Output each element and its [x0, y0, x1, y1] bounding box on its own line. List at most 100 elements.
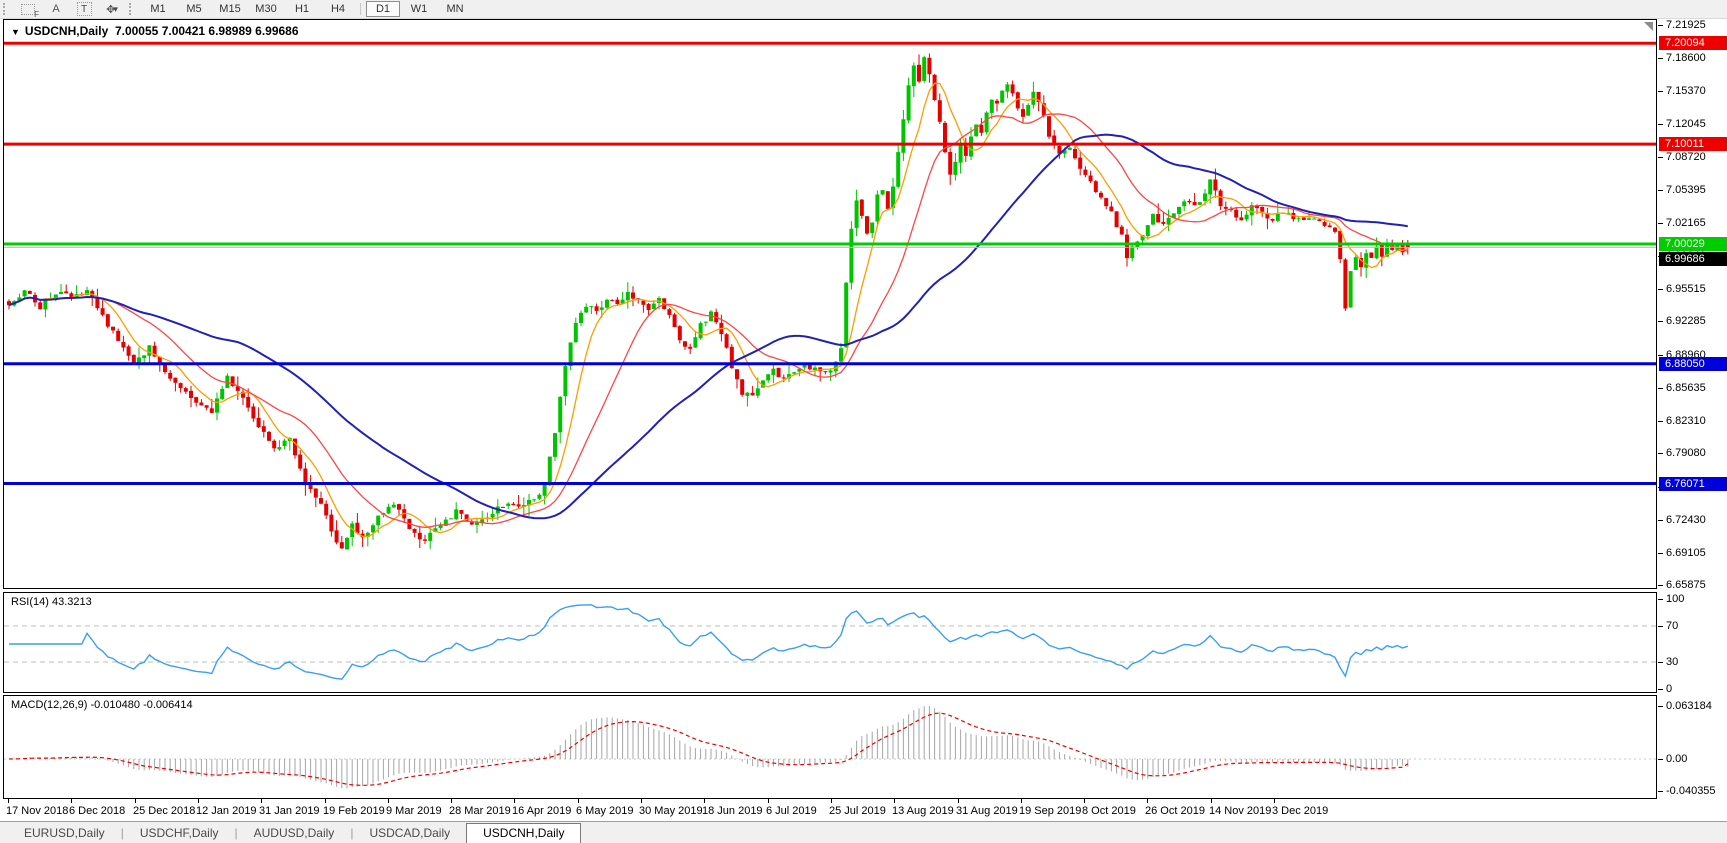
price-tick-label: 7.08720 [1666, 151, 1706, 163]
scroll-to-end-marker-icon [1644, 22, 1653, 31]
price-flag-support: 6.88050 [1659, 356, 1727, 371]
time-tick-label: 6 May 2019 [576, 805, 634, 817]
time-tick [1147, 799, 1148, 803]
toolbar-drag-handle-2[interactable] [129, 3, 134, 15]
rsi-tick [1658, 689, 1663, 690]
time-tick [514, 799, 515, 803]
price-tick-label: 6.79080 [1666, 447, 1706, 459]
rsi-line [9, 604, 1409, 680]
price-flag-current-price: 6.99686 [1659, 251, 1727, 266]
price-tick [1658, 157, 1663, 158]
time-tick-label: 6 Jul 2019 [766, 805, 817, 817]
macd-tick-label: -0.040355 [1666, 785, 1716, 797]
tab-separator: | [234, 826, 238, 840]
chart-title: ▼ USDCNH,Daily 7.00055 7.00421 6.98989 6.… [11, 24, 299, 38]
text-label-tool-icon[interactable]: A [52, 3, 60, 15]
time-tick [1021, 799, 1022, 803]
toolbar-drag-handle[interactable] [3, 3, 8, 15]
timeframe-button-d1[interactable]: D1 [366, 1, 400, 17]
timeframe-button-w1[interactable]: W1 [410, 3, 428, 15]
timeframe-button-h1[interactable]: H1 [294, 3, 310, 15]
price-tick [1658, 223, 1663, 224]
price-tick [1658, 585, 1663, 586]
price-tick [1658, 190, 1663, 191]
timeframe-button-m5[interactable]: M5 [186, 3, 202, 15]
time-tick-label: 25 Jul 2019 [829, 805, 886, 817]
dropdown-caret-icon[interactable]: ▾ [113, 3, 118, 14]
time-tick [831, 799, 832, 803]
time-tick [8, 799, 9, 803]
price-tick [1658, 520, 1663, 521]
chart-tab-usdchf[interactable]: USDCHF,Daily [139, 826, 219, 840]
timeframe-button-m30[interactable]: M30 [255, 3, 277, 15]
time-tick-label: 19 Sep 2019 [1019, 805, 1082, 817]
candlestick-chart[interactable] [4, 20, 1656, 588]
macd-axis[interactable]: 0.063184 0.00 -0.040355 [1658, 695, 1727, 799]
time-tick-label: 6 Dec 2018 [69, 805, 126, 817]
time-tick [704, 799, 705, 803]
moving-average-medium [8, 113, 1408, 528]
time-tick [198, 799, 199, 803]
time-tick-label: 31 Jan 2019 [259, 805, 320, 817]
macd-signal-line [8, 712, 1409, 786]
chart-symbol: USDCNH,Daily [24, 24, 109, 38]
price-axis[interactable]: 7.21925 7.18600 7.15370 7.12045 7.08720 7.053… [1658, 19, 1727, 591]
price-chart-panel[interactable]: ▼ USDCNH,Daily 7.00055 7.00421 6.98989 6.… [3, 19, 1657, 589]
chart-tab-usdcnh[interactable]: USDCNH,Daily [466, 823, 582, 843]
moving-average-fast [8, 82, 1408, 538]
price-tick-label: 6.85635 [1666, 382, 1706, 394]
price-tick [1658, 553, 1663, 554]
rsi-chart[interactable] [4, 593, 1656, 692]
price-tick-label: 6.65875 [1666, 579, 1706, 591]
time-tick-label: 19 Feb 2019 [323, 805, 385, 817]
text-tool-icon[interactable]: T [76, 2, 92, 16]
rsi-panel[interactable]: RSI(14) 43.3213 [3, 592, 1657, 693]
rsi-tick-label: 70 [1666, 620, 1679, 632]
chart-tab-audusd[interactable]: AUDUSD,Daily [253, 826, 335, 840]
macd-panel[interactable]: MACD(12,26,9) -0.010480 -0.006414 [3, 695, 1657, 799]
time-tick-label: 12 Jan 2019 [196, 805, 257, 817]
time-tick [325, 799, 326, 803]
time-tick-label: 3 Dec 2019 [1272, 805, 1329, 817]
price-tick [1658, 58, 1663, 59]
price-flag-support: 7.00029 [1659, 237, 1727, 251]
time-tick [958, 799, 959, 803]
timeframe-button-h4[interactable]: H4 [330, 3, 346, 15]
price-tick-label: 7.12045 [1666, 118, 1706, 130]
tab-separator: | [120, 826, 124, 840]
time-axis[interactable]: 17 Nov 2018 6 Dec 2018 25 Dec 2018 12 Jan 2… [3, 799, 1657, 822]
price-tick [1658, 355, 1663, 356]
time-tick-label: 31 Aug 2019 [956, 805, 1018, 817]
moving-average-slow [8, 133, 1408, 520]
price-tick [1658, 124, 1663, 125]
price-tick [1658, 91, 1663, 92]
timeframe-button-m15[interactable]: M15 [219, 3, 241, 15]
toolbar-separator [360, 3, 361, 15]
time-tick-label: 26 Oct 2019 [1145, 805, 1205, 817]
price-tick-label: 7.15370 [1666, 85, 1706, 97]
timeframe-buttons: M1 M5 M15 M30 H1 H4 D1 W1 MN [140, 1, 473, 17]
fibonacci-tool-icon[interactable]: F [20, 2, 39, 19]
arrows-tool-icon[interactable]: ✥ ▾ [106, 3, 118, 16]
timeframe-button-m1[interactable]: M1 [150, 3, 166, 15]
rsi-tick-label: 100 [1666, 593, 1685, 605]
timeframe-button-mn[interactable]: MN [446, 3, 464, 15]
ohlc-open: 7.00055 [114, 24, 159, 38]
time-tick-label: 28 Mar 2019 [449, 805, 511, 817]
macd-chart[interactable] [4, 696, 1656, 798]
rsi-axis[interactable]: 100 70 30 0 [1658, 592, 1727, 695]
fibonacci-letter: F [34, 9, 39, 19]
time-tick [768, 799, 769, 803]
time-tick-label: 25 Dec 2018 [133, 805, 196, 817]
chart-tab-eurusd[interactable]: EURUSD,Daily [24, 826, 105, 840]
collapse-triangle-icon[interactable]: ▼ [11, 27, 20, 37]
chart-tab-bar: EURUSD,Daily | USDCHF,Daily | AUDUSD,Daily | U… [0, 821, 1727, 843]
macd-tick-label: 0.063184 [1666, 700, 1712, 712]
price-tick-label: 6.72430 [1666, 514, 1706, 526]
price-flag-support: 6.76071 [1659, 476, 1727, 491]
time-tick-label: 14 Nov 2019 [1209, 805, 1272, 817]
chart-tab-usdcad[interactable]: USDCAD,Daily [369, 826, 451, 840]
time-tick [641, 799, 642, 803]
price-tick [1658, 453, 1663, 454]
price-tick [1658, 388, 1663, 389]
